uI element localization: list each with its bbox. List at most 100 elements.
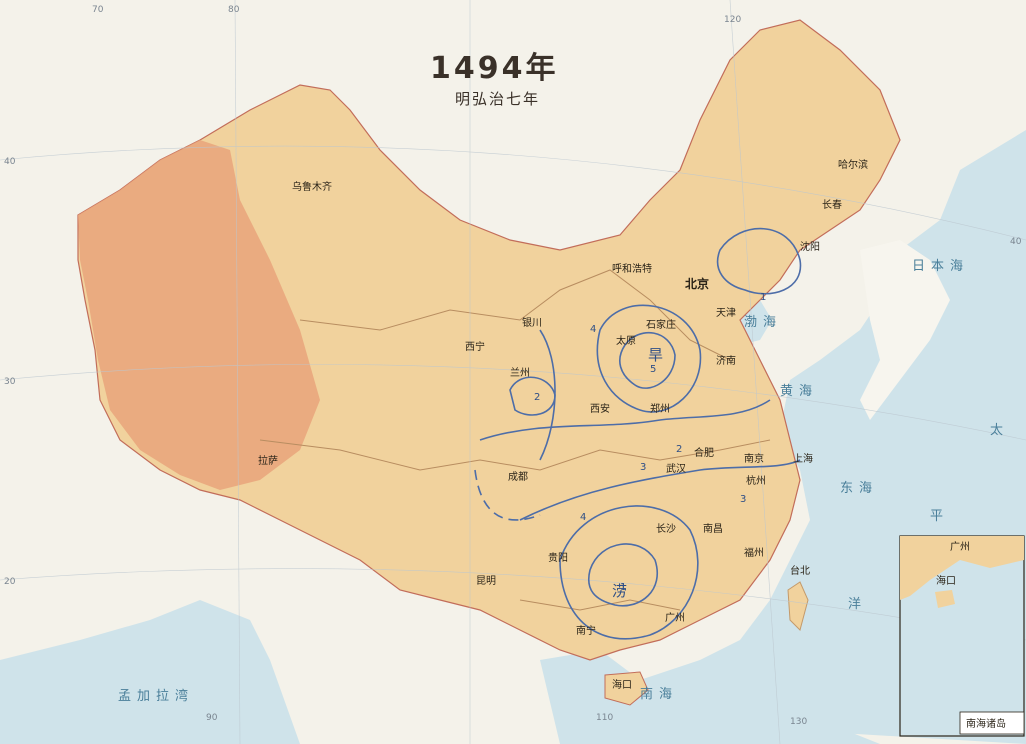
- rivers: [259, 269, 771, 611]
- city-label: 海口: [612, 678, 632, 691]
- inset-island: [935, 590, 955, 608]
- city-label: 呼和浩特: [612, 263, 652, 275]
- city-label: 哈尔滨: [838, 158, 868, 171]
- isoline-value: 4: [580, 512, 586, 523]
- city-label: 乌鲁木齐: [292, 180, 332, 193]
- city-label: 西宁: [465, 340, 485, 353]
- inset-city: 广州: [950, 541, 970, 553]
- sea-labels: 渤海 黄海 东海 日本海 南海 太 平 洋 孟加拉湾: [118, 259, 1009, 704]
- isoline-values: 2 1 5 4 3 3 4 2 1: [534, 292, 766, 593]
- sea-label: 太: [990, 423, 1009, 438]
- city-label: 太原: [616, 334, 636, 347]
- pearl-river: [519, 599, 681, 611]
- sea-label: 孟加拉湾: [118, 688, 194, 704]
- parallel-30: [0, 364, 1026, 441]
- isoline-flood-inner: [588, 543, 658, 607]
- city-label: 南昌: [703, 522, 723, 535]
- west-highland: [78, 140, 320, 490]
- graticule-label: 110: [596, 713, 613, 723]
- city-label: 昆明: [476, 575, 496, 587]
- isoline-value: 2: [676, 444, 682, 455]
- isoline-value: 1: [760, 292, 766, 303]
- city-label: 长沙: [656, 523, 676, 535]
- parallel-40: [0, 145, 1026, 241]
- japan-korea: [860, 240, 950, 420]
- sea-label: 东海: [840, 481, 878, 496]
- parallel-20: [0, 568, 1026, 641]
- city-label: 合肥: [694, 446, 714, 459]
- city-label: 石家庄: [646, 318, 676, 331]
- city-label: 南宁: [576, 624, 596, 637]
- isoline-northeast: [716, 227, 802, 295]
- meridian-80: [234, 0, 241, 744]
- isoline-value: 1: [620, 582, 626, 593]
- city-label: 天津: [716, 307, 736, 319]
- city-label: 成都: [508, 471, 528, 483]
- isoline-long-2: [519, 459, 801, 521]
- hainan-island: [604, 671, 649, 706]
- city-label: 郑州: [650, 402, 670, 415]
- city-label: 拉萨: [258, 454, 278, 467]
- graticule-label: 90: [206, 713, 218, 723]
- city-label: 西安: [590, 402, 610, 415]
- map-title: 1494年: [430, 51, 559, 86]
- inset-label-box: [959, 711, 1025, 735]
- isoline-long-3: [539, 329, 556, 461]
- graticule-label: 20: [4, 577, 16, 587]
- sea-label: 黄海: [780, 384, 818, 399]
- graticule-label: 70: [92, 5, 104, 15]
- china-territory: [77, 19, 901, 661]
- isoline-value: 5: [650, 364, 656, 375]
- city-label: 广州: [665, 612, 685, 624]
- meridian-120: [729, 0, 781, 744]
- graticule-label: 30: [4, 377, 16, 387]
- graticule-label: 120: [724, 15, 741, 25]
- sea-bengal: [0, 600, 300, 744]
- isoline-long-1: [479, 399, 771, 441]
- sea-label: 南海: [640, 686, 678, 702]
- city-label: 济南: [716, 354, 736, 367]
- yellow-river: [299, 269, 731, 361]
- sea-label: 洋: [848, 597, 867, 612]
- sea-label: 平: [930, 509, 949, 524]
- city-label: 福州: [744, 546, 764, 559]
- graticule-label: 40: [1010, 237, 1022, 247]
- city-labels: 乌鲁木齐 哈尔滨 长春 沈阳 呼和浩特 北京 天津 银川 石家庄 太原 西宁 兰…: [258, 158, 868, 691]
- graticule-label: 80: [228, 5, 240, 15]
- isoline-dashed: [474, 469, 541, 521]
- isolines: [474, 227, 802, 640]
- isoline-value: 4: [590, 324, 596, 335]
- inset-label: 南海诸岛: [966, 717, 1006, 730]
- city-label: 长春: [822, 199, 842, 211]
- city-label: 台北: [790, 564, 810, 577]
- city-label: 南京: [744, 452, 764, 465]
- city-label: 沈阳: [800, 240, 820, 253]
- city-label: 银川: [522, 316, 542, 329]
- city-label: 贵阳: [548, 551, 568, 564]
- isoline-value: 2: [534, 392, 540, 403]
- graticule-labels: 70 80 90 110 120 130 40 30 20 40: [4, 5, 1022, 727]
- city-label: 北京: [685, 276, 709, 291]
- inset-city: 海口: [936, 574, 956, 587]
- zone-label: 涝: [612, 582, 627, 600]
- graticule-label: 130: [790, 717, 807, 727]
- city-label: 武汉: [666, 462, 686, 475]
- yangtze-river: [259, 439, 771, 471]
- city-label: 兰州: [510, 366, 530, 379]
- isoline-drought-outer: [596, 304, 702, 413]
- taiwan-island: [787, 581, 809, 631]
- city-label: 上海: [793, 452, 813, 465]
- isoline-flood-outer: [559, 505, 699, 640]
- south-sea-inset: 广州 海口 南海诸岛: [899, 535, 1025, 737]
- map-subtitle: 明弘治七年: [455, 90, 540, 108]
- isoline-value: 3: [640, 462, 646, 473]
- sea-label: 日本海: [912, 259, 969, 274]
- inset-land: [900, 536, 1024, 600]
- zone-label: 旱: [648, 346, 663, 364]
- isoline-drought-inner: [619, 331, 676, 389]
- isoline-value: 3: [740, 494, 746, 505]
- city-label: 杭州: [746, 474, 766, 487]
- graticule-label: 40: [4, 157, 16, 167]
